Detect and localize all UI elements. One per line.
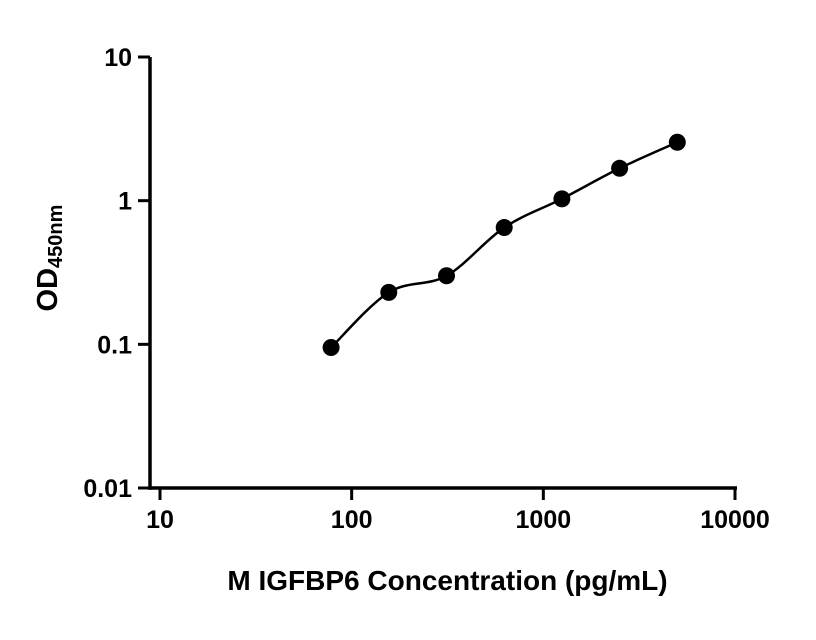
data-point [611,159,629,177]
y-axis-title: OD450nm [30,148,67,368]
y-tick-label: 1 [118,188,132,216]
y-tick-label: 0.01 [83,475,132,503]
x-tick-label: 10 [146,506,174,534]
data-point [668,133,686,151]
data-point [553,190,571,208]
data-point [380,283,398,301]
y-axis-title-subscript: 450nm [45,204,67,268]
y-tick-label: 10 [104,44,132,72]
x-tick-label: 1000 [516,506,572,534]
axes [148,57,737,490]
x-tick-label: 10000 [700,506,770,534]
x-axis-title: M IGFBP6 Concentration (pg/mL) [227,565,668,596]
data-point [322,339,340,357]
data-points [322,133,686,357]
data-point [495,219,513,237]
data-point [438,267,456,285]
y-axis-title-main: OD [32,267,64,312]
y-tick-label: 0.1 [97,331,132,359]
x-tick-label: 100 [331,506,373,534]
